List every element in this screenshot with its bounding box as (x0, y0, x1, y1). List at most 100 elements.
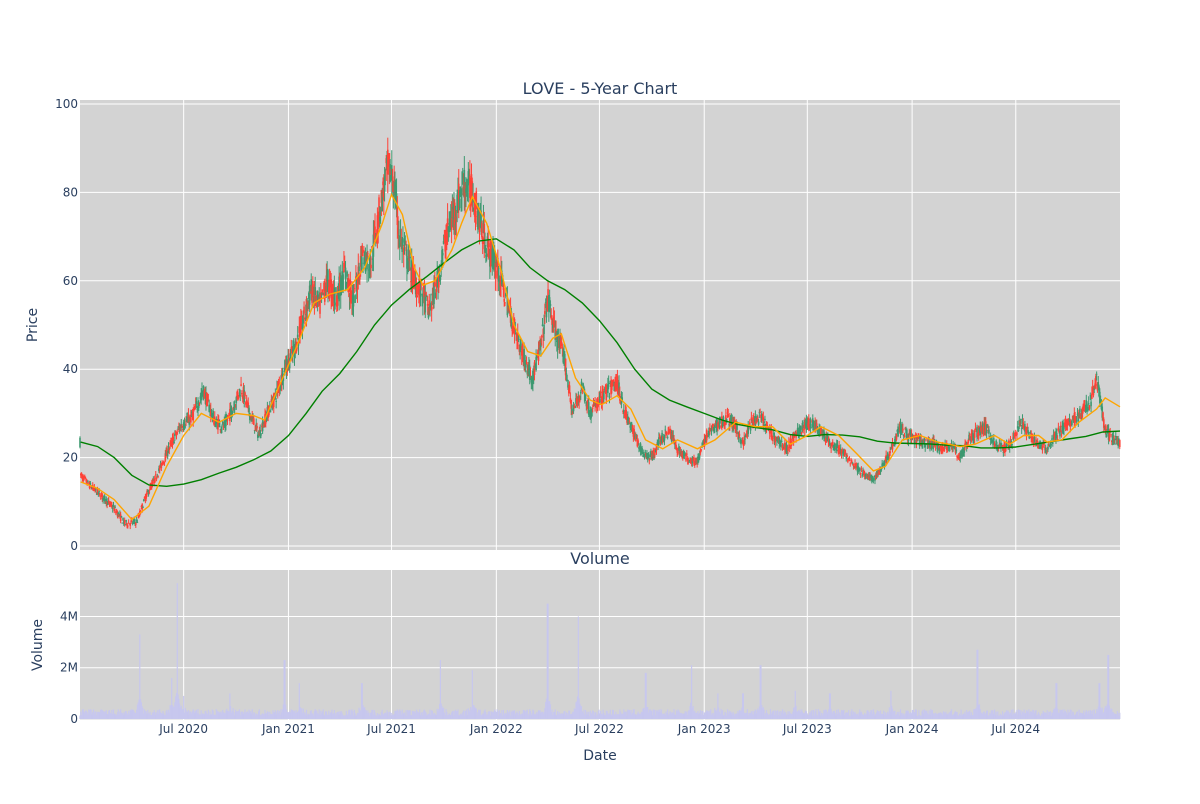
volume-bar (127, 714, 129, 719)
candle-down (249, 415, 252, 418)
volume-bar (537, 713, 539, 719)
volume-bar (375, 715, 377, 719)
candle-up (314, 287, 317, 296)
candle-up (465, 184, 468, 191)
volume-bar (1024, 713, 1026, 719)
volume-bar (980, 712, 982, 719)
candle-up (87, 480, 89, 482)
volume-bar (132, 709, 134, 719)
volume-bar (1065, 712, 1067, 719)
volume-bar (651, 710, 653, 719)
volume-bar (108, 710, 111, 719)
volume-bar (1064, 711, 1066, 719)
volume-bar (266, 711, 268, 719)
volume-bar (630, 709, 632, 719)
volume-bar (554, 709, 556, 719)
volume-bar (844, 713, 847, 719)
volume-bar (1049, 711, 1052, 719)
volume-bar (1017, 709, 1020, 719)
candle-down (119, 514, 122, 522)
volume-bar (490, 711, 493, 719)
volume-bar (155, 712, 158, 719)
volume-bar (159, 712, 162, 719)
volume-bar (976, 649, 978, 719)
candle-down (551, 319, 553, 325)
volume-bar (986, 710, 989, 719)
candle-up (292, 344, 295, 347)
volume-bar (462, 710, 465, 719)
volume-bar (911, 713, 913, 719)
volume-bar (954, 711, 957, 719)
candle-up (296, 334, 299, 338)
volume-bar (668, 713, 670, 719)
candle-down (382, 181, 384, 186)
volume-bar (163, 714, 166, 719)
candle-up (1101, 406, 1104, 418)
volume-bar (598, 709, 600, 719)
volume-bar (118, 714, 120, 719)
volume-bar (560, 713, 562, 719)
volume-bar (745, 712, 747, 719)
volume-bar (604, 715, 606, 719)
volume-bar (832, 713, 834, 719)
volume-bar (361, 683, 363, 719)
volume-bar (205, 710, 207, 719)
volume-bar (535, 713, 537, 719)
volume-bar (189, 711, 191, 719)
candle-up (107, 501, 109, 505)
volume-bar (631, 712, 634, 719)
volume-bar (861, 713, 863, 719)
volume-bar (260, 715, 262, 719)
candle-up (541, 324, 544, 326)
volume-bar (287, 712, 289, 719)
volume-bar (116, 712, 119, 719)
volume-bar (898, 711, 900, 719)
volume-bar (238, 710, 240, 719)
volume-bar (710, 709, 712, 719)
volume-bar (340, 711, 343, 719)
volume-bar (405, 710, 407, 719)
candle-up (968, 434, 970, 440)
candle-down (234, 406, 237, 408)
volume-bar (743, 712, 745, 719)
volume-bar (1054, 707, 1056, 719)
candle-down (475, 191, 478, 209)
candle-down (686, 458, 689, 461)
volume-bar (1043, 712, 1045, 719)
volume-bar (448, 713, 450, 719)
volume-bar (765, 713, 767, 719)
candle-up (485, 253, 488, 258)
volume-bar (459, 714, 461, 719)
volume-bar (667, 715, 670, 719)
volume-bar (447, 714, 449, 719)
volume-bar (892, 711, 894, 719)
candle-up (235, 397, 238, 403)
candle-up (851, 462, 854, 464)
volume-bar (1039, 715, 1041, 719)
candle-down (1108, 431, 1111, 441)
volume-bar (453, 715, 455, 719)
volume-bar (339, 711, 341, 719)
volume-bar (875, 714, 877, 719)
candle-up (306, 303, 309, 311)
candle-down (172, 436, 175, 441)
volume-bar (547, 603, 549, 719)
volume-bar (110, 713, 112, 719)
volume-bar (792, 711, 794, 719)
volume-bar (115, 715, 117, 719)
volume-bar (946, 714, 948, 719)
volume-bar (1049, 712, 1051, 719)
volume-bar (395, 710, 398, 719)
volume-bar (936, 713, 938, 719)
volume-bar (808, 715, 810, 719)
volume-bar (368, 715, 371, 719)
candle-up (301, 323, 304, 330)
volume-bar (607, 713, 609, 719)
volume-bar (278, 710, 280, 719)
volume-bar (688, 710, 690, 719)
volume-bar (781, 712, 783, 719)
volume-bar (292, 710, 294, 719)
volume-bar (968, 711, 970, 719)
volume-bar (855, 713, 857, 719)
volume-bar (1045, 713, 1048, 719)
